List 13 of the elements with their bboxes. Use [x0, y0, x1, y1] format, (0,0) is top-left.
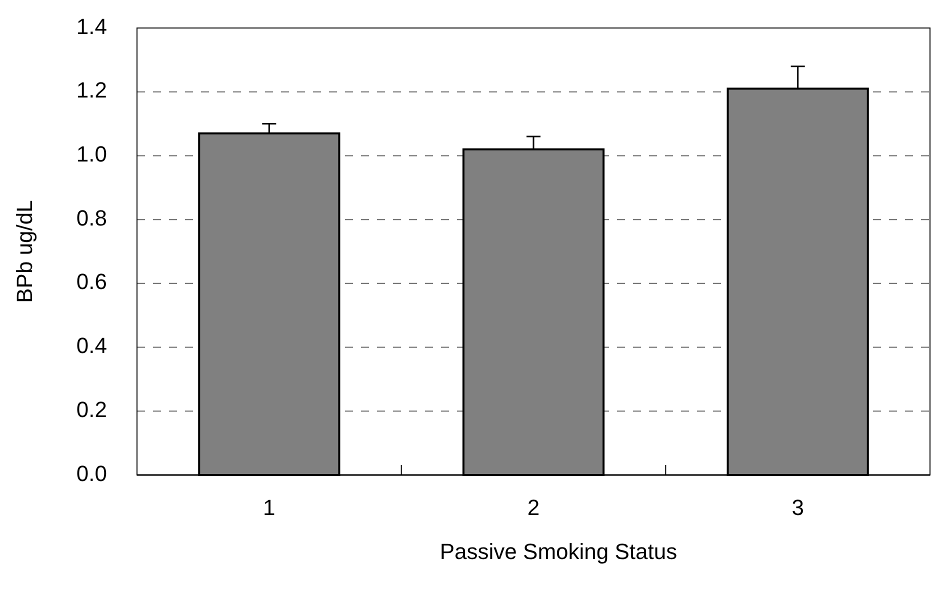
- y-axis-title: BPb ug/dL: [12, 200, 37, 303]
- x-axis-title: Passive Smoking Status: [440, 539, 678, 564]
- y-tick-label: 0.2: [76, 396, 107, 422]
- x-tick-label: 3: [792, 495, 804, 520]
- x-tick-label: 2: [527, 495, 540, 520]
- y-tick-label: 1.2: [76, 78, 107, 103]
- y-tick-label: 0.4: [76, 333, 107, 358]
- y-tick-label: 0.8: [76, 205, 107, 230]
- y-tick-label: 1.4: [76, 14, 107, 39]
- y-tick-label: 1.0: [76, 142, 107, 167]
- x-tick-label: 1: [263, 495, 276, 520]
- y-tick-label: 0.0: [76, 460, 107, 486]
- y-tick-label: 0.6: [76, 269, 107, 294]
